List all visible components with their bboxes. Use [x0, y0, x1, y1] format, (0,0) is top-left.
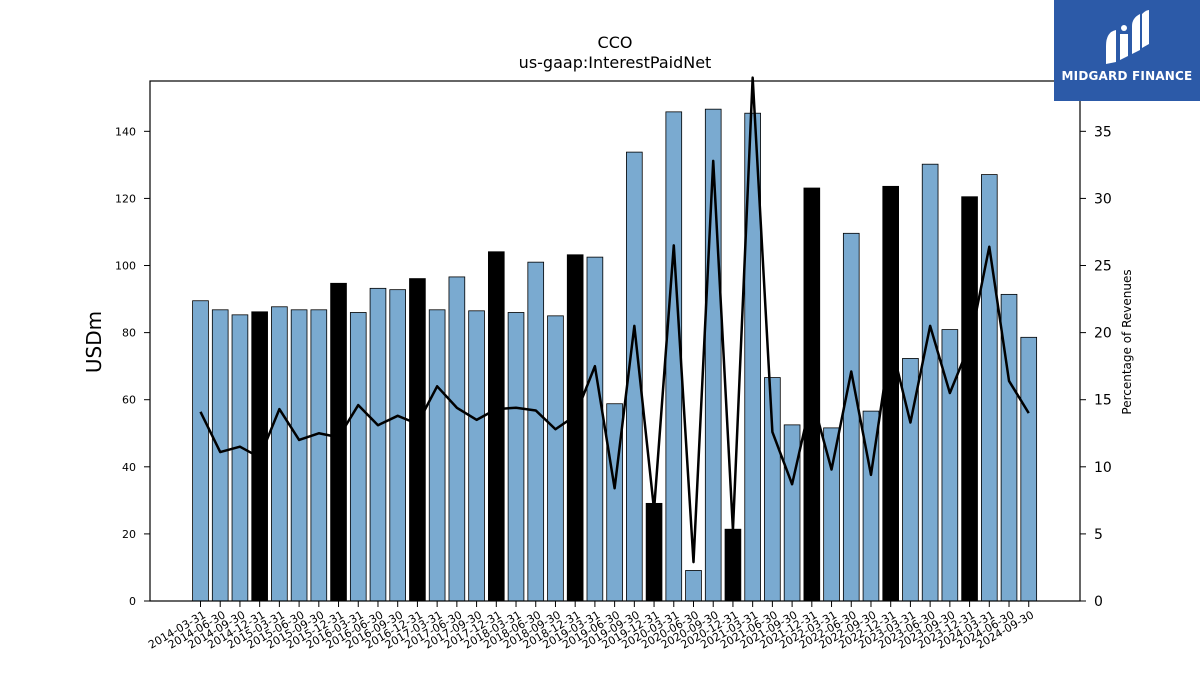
bar-2021-09-30	[783, 424, 801, 602]
right-tick-label: 20	[1094, 326, 1112, 342]
bar-2017-09-30	[468, 310, 485, 602]
left-tick-label: 140	[115, 125, 136, 138]
percentage-line	[199, 76, 1030, 564]
bar-2015-12-31	[330, 282, 347, 602]
right-tick-label: 10	[1094, 460, 1112, 476]
bar-2020-03-31	[665, 111, 683, 602]
bar-2019-03-31	[586, 256, 604, 602]
bar-2016-06-30	[369, 287, 387, 602]
bar-2016-12-31	[409, 278, 426, 602]
right-tick-label: 0	[1094, 594, 1103, 610]
bar-2018-09-30	[547, 315, 564, 602]
right-tick-label: 25	[1094, 259, 1112, 275]
logo-mark-icon	[1106, 10, 1149, 64]
bar-2018-12-31	[566, 254, 584, 602]
bar-2023-12-31	[961, 196, 978, 602]
chart-title: CCO	[597, 33, 633, 52]
bar-2024-09-30	[1020, 336, 1038, 602]
left-tick-label: 0	[129, 595, 136, 608]
bar-2018-06-30	[527, 261, 545, 602]
right-tick-label: 35	[1094, 124, 1112, 140]
bar-2015-09-30	[310, 309, 328, 602]
y-axis-label-left: USDm	[82, 310, 106, 374]
left-tick-label: 40	[122, 461, 136, 474]
left-tick-label: 80	[122, 327, 136, 340]
bar-2015-06-30	[290, 309, 308, 602]
left-tick-label: 120	[115, 192, 136, 205]
bar-2021-12-31	[803, 187, 821, 602]
bar-2020-12-31	[724, 528, 742, 602]
left-tick-label: 100	[115, 260, 136, 273]
left-axis-ticks: 0 20 40 60 80 100 120 140	[115, 125, 150, 608]
bar-2014-09-30	[231, 314, 249, 602]
bar-2022-12-31	[882, 185, 899, 602]
right-tick-label: 30	[1094, 191, 1112, 207]
bar-2019-12-31	[645, 502, 663, 602]
x-axis-ticks: 2014-03-312014-06-302014-09-302014-12-31…	[146, 601, 1036, 652]
bar-2024-03-31	[981, 174, 998, 602]
bar-2023-06-30	[921, 163, 939, 602]
right-tick-label: 15	[1094, 393, 1112, 409]
bar-2015-03-31	[271, 306, 288, 602]
bar-2016-09-30	[389, 289, 406, 602]
logo-text: MIDGARD FINANCE	[1061, 69, 1193, 83]
chart-subtitle: us-gaap:InterestPaidNet	[518, 53, 712, 72]
left-tick-label: 60	[122, 394, 136, 407]
bar-2017-12-31	[487, 251, 505, 602]
right-tick-label: 5	[1094, 527, 1103, 543]
bar-2017-06-30	[448, 276, 466, 602]
bar-2014-03-31	[192, 300, 209, 602]
right-axis-ticks: 0 5 10 15 20 25 30 35	[1080, 124, 1112, 610]
bar-2014-06-30	[211, 309, 229, 602]
midgard-finance-logo: MIDGARD FINANCE	[1054, 0, 1200, 101]
bar-2022-06-30	[842, 232, 860, 602]
bar-2018-03-31	[507, 312, 525, 602]
bar-2016-03-31	[349, 312, 367, 602]
y-axis-label-right: Percentage of Revenues	[1120, 269, 1134, 415]
bar-2020-06-30	[685, 570, 702, 602]
left-tick-label: 20	[122, 528, 136, 541]
bars-group	[192, 108, 1038, 602]
bar-2017-03-31	[428, 309, 446, 602]
